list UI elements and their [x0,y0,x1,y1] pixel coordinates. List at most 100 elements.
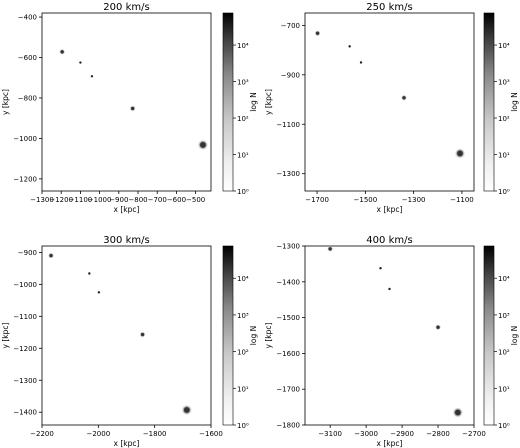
data-point [328,247,332,251]
y-axis-label: y [kpc] [264,89,273,115]
y-tick-label: −1100 [276,121,300,129]
x-axis-label: x [kpc] [377,205,403,214]
y-tick-label: −1300 [276,243,300,251]
data-point [141,333,145,337]
x-tick-label: −700 [148,196,167,204]
y-axis-label: y [kpc] [1,89,10,115]
y-tick-label: −800 [18,94,37,102]
colorbar-label: log N [249,326,258,345]
x-tick-label: −500 [186,196,205,204]
y-tick-label: −1300 [276,170,300,178]
data-point [379,266,382,270]
x-tick-label: −800 [128,196,147,204]
y-axis-label: y [kpc] [1,322,10,348]
colorbar-tick-label: 10⁴ [237,42,249,50]
x-tick-label: −2200 [30,430,54,438]
y-tick-label: −1800 [276,422,300,430]
x-tick-label: −1800 [143,430,167,438]
x-tick-label: −2700 [462,430,486,438]
y-tick-label: −1300 [13,377,37,385]
colorbar-tick-label: 10¹ [498,152,510,160]
colorbar-tick-label: 10⁰ [498,188,510,196]
data-point [184,407,190,413]
colorbar-tick-label: 10⁰ [498,422,510,430]
y-tick-label: −400 [18,14,37,22]
x-tick-label: −3000 [354,430,378,438]
y-tick-label: −1200 [13,175,37,183]
y-tick-label: −900 [18,249,37,257]
colorbar-tick-label: 10² [237,115,249,123]
y-tick-label: −1400 [13,409,37,417]
data-point [131,106,135,111]
data-point [402,96,406,100]
colorbar [483,12,495,192]
x-tick-label: −3100 [318,430,342,438]
x-tick-label: −1300 [402,196,426,204]
y-tick-label: −1700 [276,386,300,394]
y-tick-label: −1200 [13,345,37,353]
data-point [316,31,320,35]
plot-area [304,12,475,192]
data-point [348,45,351,48]
colorbar-tick-label: 10⁴ [498,42,510,50]
y-tick-label: −600 [18,54,37,62]
colorbar-label: log N [510,326,519,345]
y-tick-label: −1500 [276,314,300,322]
colorbar-tick-label: 10³ [498,79,510,87]
data-point [455,409,461,416]
data-point [49,254,53,258]
colorbar-tick-label: 10¹ [498,385,510,393]
y-tick-label: −1400 [276,278,300,286]
chart-title: 300 km/s [103,235,149,246]
data-point [436,325,440,329]
colorbar-tick-label: 10¹ [237,385,249,393]
x-tick-label: −600 [167,196,186,204]
plot-area [41,245,212,426]
colorbar-tick-label: 10² [498,115,510,123]
data-point [79,61,82,64]
x-tick-label: −1300 [30,196,54,204]
x-tick-label: −2000 [86,430,110,438]
y-axis-label: y [kpc] [264,322,273,348]
colorbar-tick-label: 10⁴ [498,275,510,283]
colorbar-tick-label: 10⁰ [237,188,249,196]
colorbar-tick-label: 10³ [237,79,249,87]
chart-title: 400 km/s [366,235,412,246]
colorbar-tick-label: 10¹ [237,152,249,160]
colorbar-label: log N [510,92,519,111]
y-tick-label: −1000 [13,135,37,143]
colorbar-tick-label: 10² [237,349,249,357]
colorbar-tick-label: 10² [498,349,510,357]
data-point [200,142,206,148]
panel-2: 250 km/s −1700 −1500 −1300 −1100 −700 −900 −110… [264,2,519,214]
colorbar-tick-label: 10³ [237,312,249,320]
x-axis-label: x [kpc] [114,439,140,448]
panel-1: 200 km/s−1300−1200−1100−1000−900 −800 −700… [1,2,258,214]
panel-3: 300 km/s −2200 −2000 −1800 −1600 −900 −1000 −11… [1,235,258,448]
y-tick-label: −700 [281,22,300,30]
colorbar [483,245,495,426]
x-tick-label: −1700 [305,196,329,204]
data-point [457,150,463,157]
colorbar-tick-label: 10⁴ [237,275,249,283]
x-tick-label: −1100 [450,196,474,204]
x-tick-label: −900 [109,196,128,204]
x-tick-label: −1500 [354,196,378,204]
data-point [60,50,64,54]
x-axis-label: x [kpc] [114,205,140,214]
data-point [359,61,363,64]
colorbar-tick-label: 10³ [498,312,510,320]
x-axis-label: x [kpc] [377,439,403,448]
chart-title: 200 km/s [103,2,149,13]
y-tick-label: −900 [281,71,300,79]
y-tick-label: −1000 [13,281,37,289]
colorbar-tick-label: 10⁰ [237,422,249,430]
colorbar [222,12,234,192]
colorbar [222,245,234,426]
x-tick-label: −2800 [426,430,450,438]
plot-area [304,245,475,426]
data-point [90,75,94,78]
data-point [97,291,101,294]
y-tick-label: −1100 [13,313,37,321]
